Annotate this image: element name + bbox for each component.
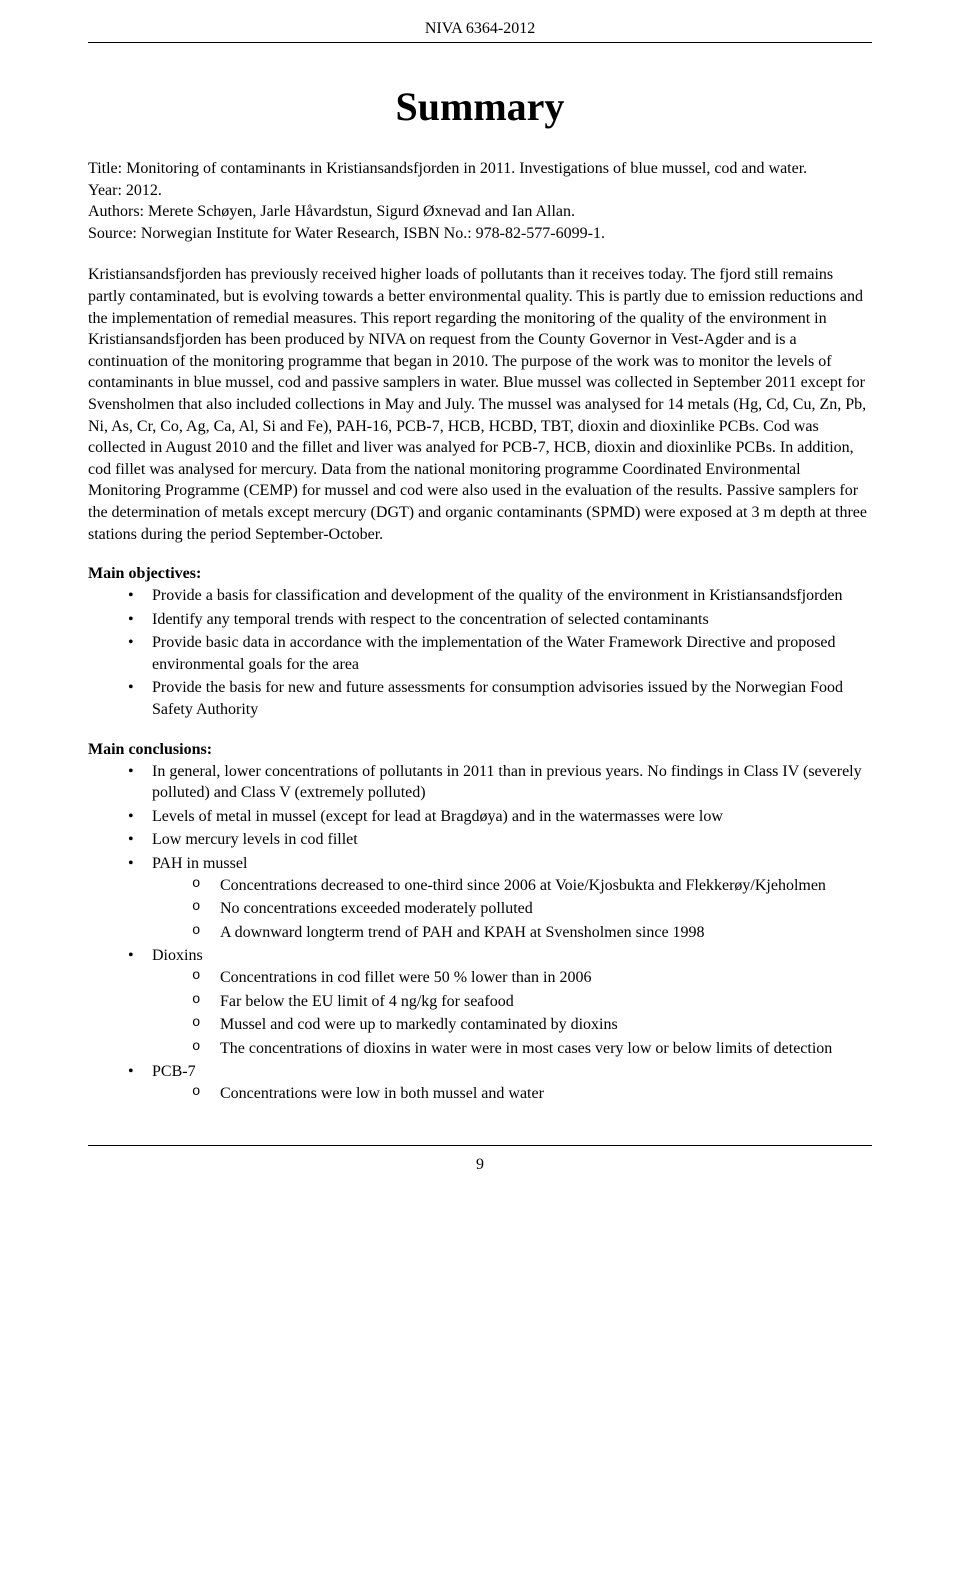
doc-id: NIVA 6364-2012	[425, 20, 535, 37]
list-item: Levels of metal in mussel (except for le…	[128, 806, 872, 828]
list-item: Low mercury levels in cod fillet	[128, 829, 872, 851]
meta-source: Source: Norwegian Institute for Water Re…	[88, 223, 872, 245]
sub-list-item: No concentrations exceeded moderately po…	[192, 898, 872, 920]
list-item: Identify any temporal trends with respec…	[128, 609, 872, 631]
sub-list-item: Concentrations were low in both mussel a…	[192, 1083, 872, 1105]
document-page: NIVA 6364-2012 Summary Title: Monitoring…	[0, 0, 960, 1214]
sub-list-item: Far below the EU limit of 4 ng/kg for se…	[192, 991, 872, 1013]
list-item-label: PCB-7	[152, 1063, 196, 1080]
list-item: Provide the basis for new and future ass…	[128, 677, 872, 720]
sub-list: Concentrations were low in both mussel a…	[152, 1083, 872, 1105]
conclusions-list: In general, lower concentrations of poll…	[88, 761, 872, 1105]
list-item-label: Dioxins	[152, 947, 203, 964]
page-number: 9	[476, 1156, 484, 1173]
objectives-heading: Main objectives:	[88, 565, 872, 583]
page-title: Summary	[88, 83, 872, 130]
sub-list-item: The concentrations of dioxins in water w…	[192, 1038, 872, 1060]
list-item: Provide basic data in accordance with th…	[128, 632, 872, 675]
sub-list: Concentrations in cod fillet were 50 % l…	[152, 967, 872, 1059]
sub-list-item: A downward longterm trend of PAH and KPA…	[192, 922, 872, 944]
list-item: Dioxins Concentrations in cod fillet wer…	[128, 945, 872, 1059]
list-item: PCB-7 Concentrations were low in both mu…	[128, 1061, 872, 1104]
meta-year: Year: 2012.	[88, 180, 872, 202]
meta-title: Title: Monitoring of contaminants in Kri…	[88, 158, 872, 180]
sub-list-item: Mussel and cod were up to markedly conta…	[192, 1014, 872, 1036]
sub-list-item: Concentrations in cod fillet were 50 % l…	[192, 967, 872, 989]
objectives-list: Provide a basis for classification and d…	[88, 585, 872, 721]
list-item: In general, lower concentrations of poll…	[128, 761, 872, 804]
conclusions-heading: Main conclusions:	[88, 741, 872, 759]
body-paragraph: Kristiansandsfjorden has previously rece…	[88, 264, 872, 545]
page-header: NIVA 6364-2012	[88, 20, 872, 43]
sub-list-item: Concentrations decreased to one-third si…	[192, 875, 872, 897]
list-item-label: PAH in mussel	[152, 855, 247, 872]
sub-list: Concentrations decreased to one-third si…	[152, 875, 872, 944]
page-footer: 9	[88, 1145, 872, 1174]
meta-authors: Authors: Merete Schøyen, Jarle Håvardstu…	[88, 201, 872, 223]
list-item: PAH in mussel Concentrations decreased t…	[128, 853, 872, 943]
list-item: Provide a basis for classification and d…	[128, 585, 872, 607]
